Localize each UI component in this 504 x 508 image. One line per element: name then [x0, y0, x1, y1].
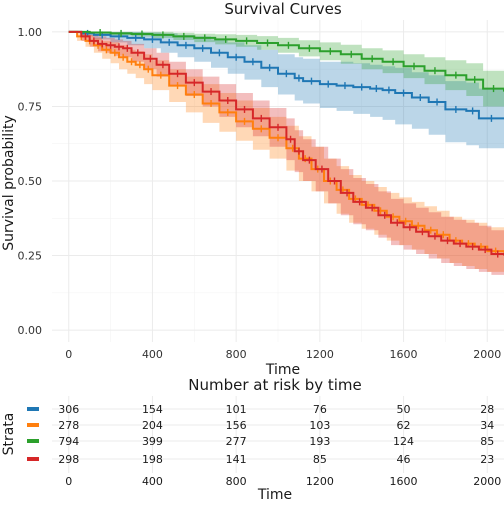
confidence-bands — [68, 31, 504, 277]
risk-cell: 85 — [480, 435, 494, 448]
risk-cell: 198 — [142, 453, 163, 466]
risk-cell: 399 — [142, 435, 163, 448]
plot-y-tick-label: 0.50 — [18, 175, 43, 188]
plot-y-tick-label: 1.00 — [18, 26, 43, 39]
risk-cell: 277 — [226, 435, 247, 448]
risk-cell: 62 — [397, 419, 411, 432]
risk-cell: 101 — [226, 403, 247, 416]
confidence-band-2 — [68, 31, 504, 274]
risk-cell: 156 — [226, 419, 247, 432]
strata-key-1 — [27, 407, 39, 411]
strata-key-4 — [27, 457, 39, 461]
plot-x-tick-label: 1600 — [390, 348, 418, 361]
confidence-band-4 — [68, 31, 504, 277]
risk-cell: 306 — [58, 403, 79, 416]
plot-y-axis-title: Survival probability — [1, 115, 17, 251]
risk-x-tick-label: 800 — [226, 475, 247, 488]
risk-table-y-axis-title: Strata — [1, 413, 17, 456]
risk-x-tick-label: 0 — [65, 475, 72, 488]
risk-cell: 154 — [142, 403, 163, 416]
risk-table-cells: 306 154 101 76 50 28 278 204 156 103 62 34 794 399 277… — [58, 403, 494, 466]
risk-x-tick-label: 1200 — [306, 475, 334, 488]
risk-cell: 298 — [58, 453, 79, 466]
plot-y-tick-label: 0.25 — [18, 250, 43, 263]
risk-cell: 204 — [142, 419, 163, 432]
plot-x-tick-label: 400 — [142, 348, 163, 361]
plot-x-tick-label: 0 — [65, 348, 72, 361]
plot-x-tick-label: 1200 — [306, 348, 334, 361]
strata-key-2 — [27, 423, 39, 427]
risk-x-tick-label: 2000 — [473, 475, 501, 488]
risk-table-x-axis-title: Time — [257, 487, 292, 503]
risk-table-title: Number at risk by time — [188, 376, 362, 394]
plot-tick-labels: 0 400 800 1200 1600 2000 0.00 0.25 0.50 0.75 1.00 — [18, 26, 502, 361]
risk-cell: 23 — [480, 453, 494, 466]
survival-curve-3 — [68, 30, 504, 92]
confidence-band-3 — [68, 31, 504, 113]
risk-x-tick-label: 400 — [142, 475, 163, 488]
risk-cell: 34 — [480, 419, 494, 432]
risk-table-strata-keys — [27, 407, 39, 461]
risk-cell: 141 — [226, 453, 247, 466]
plot-title: Survival Curves — [224, 0, 341, 18]
risk-cell: 76 — [313, 403, 327, 416]
risk-cell: 103 — [309, 419, 330, 432]
plot-y-tick-label: 0.75 — [18, 100, 43, 113]
survival-curve-4 — [68, 30, 504, 256]
risk-cell: 794 — [58, 435, 79, 448]
strata-key-3 — [27, 439, 39, 443]
risk-cell: 278 — [58, 419, 79, 432]
risk-table-tick-labels: 0 400 800 1200 1600 2000 — [65, 475, 501, 488]
plot-y-tick-label: 0.00 — [18, 324, 43, 337]
plot-x-axis-title: Time — [265, 362, 300, 378]
plot-x-tick-label: 2000 — [473, 348, 501, 361]
plot-x-tick-label: 800 — [226, 348, 247, 361]
confidence-band-1 — [68, 31, 504, 149]
risk-cell: 193 — [309, 435, 330, 448]
risk-cell: 28 — [480, 403, 494, 416]
risk-cell: 50 — [397, 403, 411, 416]
risk-cell: 124 — [393, 435, 414, 448]
survival-lines — [68, 29, 504, 258]
risk-table-grid — [52, 396, 504, 473]
risk-x-tick-label: 1600 — [390, 475, 418, 488]
risk-cell: 85 — [313, 453, 327, 466]
risk-cell: 46 — [397, 453, 411, 466]
